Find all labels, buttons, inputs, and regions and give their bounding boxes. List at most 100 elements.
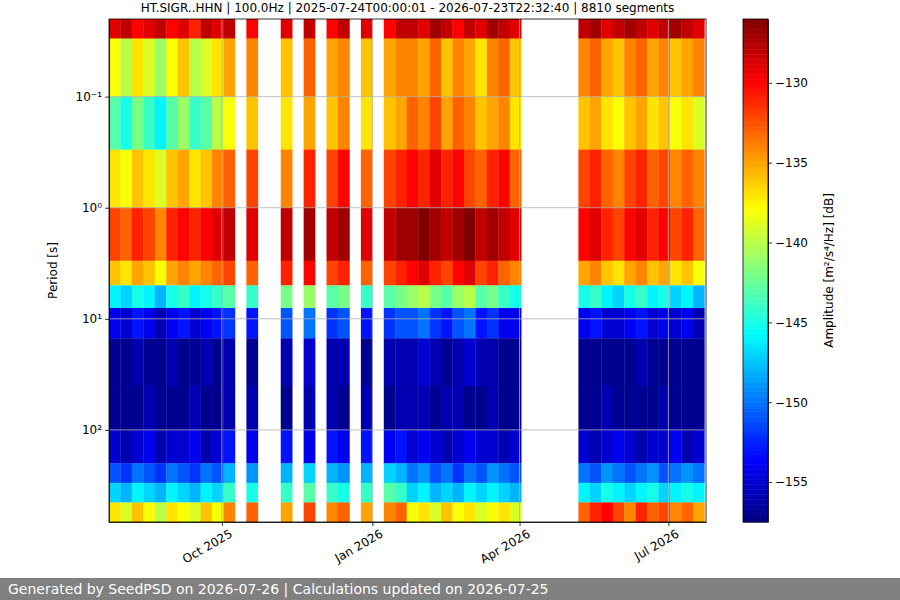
- heatmap-cell: [430, 463, 442, 483]
- heatmap-cell: [166, 261, 178, 286]
- heatmap-cell: [384, 386, 396, 431]
- heatmap-cell: [223, 261, 235, 286]
- heatmap-cell: [223, 386, 235, 431]
- heatmap-cell: [338, 261, 350, 286]
- heatmap-cell: [201, 430, 213, 464]
- heatmap-cell: [464, 285, 476, 308]
- heatmap-cell: [155, 150, 167, 208]
- heatmap-cell: [601, 338, 613, 386]
- heatmap-cell: [189, 285, 201, 308]
- heatmap-cell: [590, 261, 602, 286]
- heatmap-cell: [464, 19, 476, 39]
- heatmap-cell: [201, 285, 213, 308]
- heatmap-cell: [601, 261, 613, 286]
- heatmap-cell: [178, 430, 190, 464]
- heatmap-cell: [281, 308, 293, 339]
- heatmap-cell: [613, 261, 625, 286]
- heatmap-cell: [189, 386, 201, 431]
- heatmap-cell: [155, 285, 167, 308]
- heatmap-cell: [407, 338, 419, 386]
- tick-label: Jan 2026: [332, 527, 386, 566]
- heatmap-cell: [223, 308, 235, 339]
- heatmap-cell: [430, 483, 442, 503]
- heatmap-cell: [452, 19, 464, 39]
- heatmap-cell: [636, 150, 648, 208]
- heatmap-cell: [143, 430, 155, 464]
- heatmap-cell: [338, 483, 350, 503]
- heatmap-cell: [223, 463, 235, 483]
- heatmap-cell: [189, 150, 201, 208]
- heatmap-cell: [636, 430, 648, 464]
- tick-label: 10⁻¹: [76, 90, 103, 104]
- heatmap-cell: [223, 97, 235, 150]
- heatmap-cell: [498, 338, 510, 386]
- heatmap-cell: [109, 308, 121, 339]
- heatmap-cell: [693, 19, 705, 39]
- heatmap-cell: [223, 208, 235, 261]
- heatmap-cell: [647, 208, 659, 261]
- heatmap-cell: [452, 502, 464, 522]
- heatmap-cell: [624, 483, 636, 503]
- heatmap-cell: [475, 97, 487, 150]
- heatmap-cell: [395, 483, 407, 503]
- heatmap-cell: [464, 150, 476, 208]
- heatmap-cell: [143, 386, 155, 431]
- heatmap-cell: [624, 208, 636, 261]
- heatmap-cell: [395, 308, 407, 339]
- heatmap-cell: [441, 285, 453, 308]
- heatmap-cell: [681, 261, 693, 286]
- heatmap-cell: [143, 19, 155, 39]
- heatmap-cell: [166, 338, 178, 386]
- heatmap-cell: [201, 308, 213, 339]
- heatmap-cell: [407, 386, 419, 431]
- grid-line: [109, 207, 706, 208]
- heatmap-cell: [223, 150, 235, 208]
- heatmap-cell: [475, 463, 487, 483]
- heatmap-cell: [464, 97, 476, 150]
- heatmap-cell: [384, 483, 396, 503]
- heatmap-cell: [281, 483, 293, 503]
- heatmap-cell: [384, 285, 396, 308]
- heatmap-cell: [166, 150, 178, 208]
- heatmap-cell: [475, 285, 487, 308]
- heatmap-cell: [395, 261, 407, 286]
- heatmap-cell: [693, 285, 705, 308]
- heatmap-cell: [361, 261, 373, 286]
- heatmap-cell: [166, 19, 178, 39]
- heatmap-cell: [601, 463, 613, 483]
- heatmap-cell: [338, 463, 350, 483]
- heatmap-cell: [647, 150, 659, 208]
- tick: Apr 2026: [478, 522, 533, 566]
- heatmap-cell: [395, 285, 407, 308]
- heatmap-cell: [223, 19, 235, 39]
- heatmap-cell: [418, 150, 430, 208]
- heatmap-cell: [304, 19, 316, 39]
- heatmap-cell: [189, 208, 201, 261]
- heatmap-cell: [464, 483, 476, 503]
- heatmap-cell: [487, 463, 499, 483]
- heatmap-cell: [636, 261, 648, 286]
- heatmap-cell: [475, 338, 487, 386]
- heatmap-cell: [304, 285, 316, 308]
- heatmap-cell: [670, 386, 682, 431]
- heatmap-cell: [578, 261, 590, 286]
- heatmap-cell: [246, 308, 258, 339]
- tick-label: −150: [775, 396, 808, 410]
- heatmap-cell: [498, 430, 510, 464]
- heatmap-cell: [120, 285, 132, 308]
- heatmap-cell: [384, 97, 396, 150]
- grid-line: [221, 19, 222, 522]
- heatmap-cell: [693, 308, 705, 339]
- heatmap-cell: [155, 308, 167, 339]
- heatmap-cell: [304, 261, 316, 286]
- heatmap-cell: [338, 150, 350, 208]
- heatmap-cell: [452, 463, 464, 483]
- heatmap-cell: [201, 150, 213, 208]
- heatmap-cell: [201, 483, 213, 503]
- heatmap-cell: [178, 502, 190, 522]
- heatmap-cell: [613, 338, 625, 386]
- heatmap-cell: [601, 285, 613, 308]
- heatmap-cell: [143, 97, 155, 150]
- heatmap-cell: [327, 19, 339, 39]
- heatmap-cell: [155, 386, 167, 431]
